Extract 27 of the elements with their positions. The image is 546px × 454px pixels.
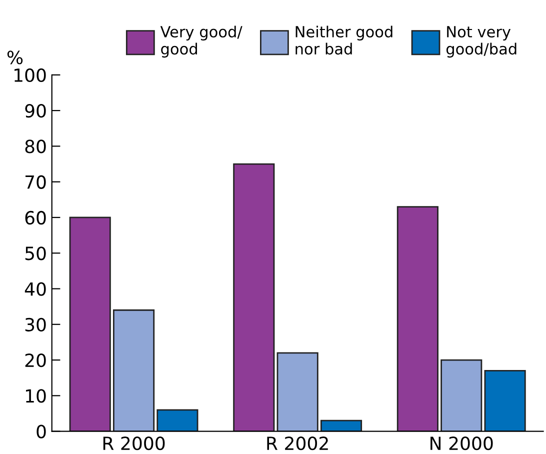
y-tick-label: 40 [24, 282, 46, 296]
y-tick-label: 0 [36, 424, 46, 438]
bar [276, 352, 318, 432]
legend-label: Very good/ good [160, 26, 242, 58]
legend-label: Neither good nor bad [296, 26, 392, 55]
y-axis-title: % [7, 50, 23, 64]
y-tick-label: 100 [14, 68, 46, 82]
bar [233, 163, 275, 432]
x-tick-label: N 2000 [430, 436, 493, 450]
x-tick-label: R 2002 [267, 436, 328, 450]
x-tick-label: R 2000 [103, 436, 165, 450]
bar [320, 420, 362, 432]
bar [69, 216, 111, 432]
y-tick-label: 10 [26, 389, 46, 403]
y-tick-label: 20 [25, 353, 46, 368]
bar [440, 359, 482, 432]
y-tick-label: 80 [25, 140, 46, 154]
y-tick-label: 90 [25, 104, 46, 118]
y-tick-label: 30 [25, 318, 46, 332]
bar [484, 370, 526, 432]
bar [112, 309, 155, 432]
bar [156, 409, 198, 432]
y-tick-label: 70 [26, 175, 46, 189]
y-tick-label: 50 [25, 246, 46, 260]
legend-label: Not very good/bad [446, 26, 516, 58]
bar [396, 206, 438, 432]
y-tick-label: 60 [25, 210, 46, 225]
